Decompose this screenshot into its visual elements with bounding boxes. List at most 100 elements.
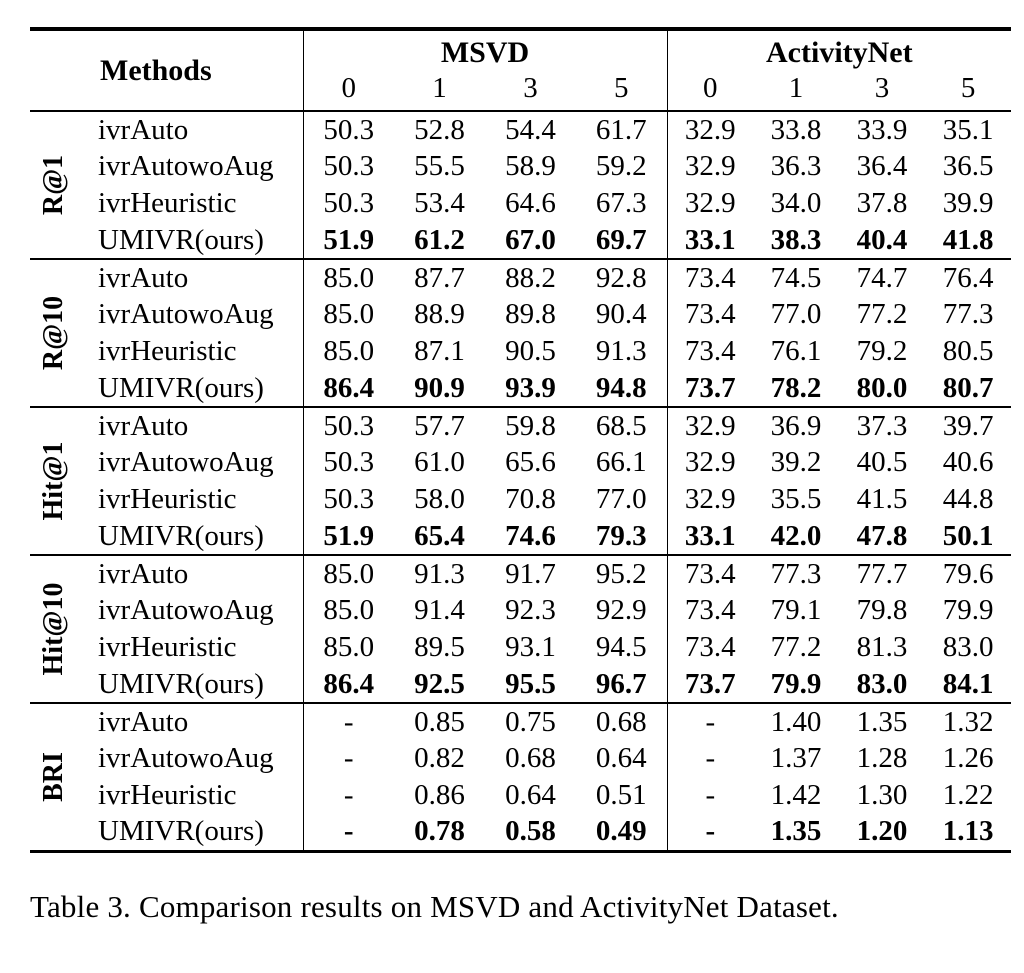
activitynet-subcol-0: 0 (703, 72, 718, 104)
method-cell: ivrAuto (78, 554, 304, 592)
value-cell: 73.7 (684, 667, 736, 700)
value-cell: 91.3 (576, 333, 668, 370)
value-cell: 34.0 (770, 187, 822, 219)
value-cell: 33.8 (753, 110, 840, 148)
section-hit1: Hit@1 ivrAuto 50.3 57.7 59.8 68.5 32.9 3… (30, 406, 1012, 555)
value-cell: 77.7 (839, 554, 926, 592)
value-cell: 73.7 (684, 371, 736, 404)
value-cell: 80.7 (942, 371, 994, 404)
value-cell: 1.22 (942, 779, 994, 811)
value-cell: 59.2 (576, 148, 668, 185)
value-cell: 1.13 (942, 815, 994, 848)
table-row-ours: UMIVR(ours) 51.9 61.2 67.0 69.7 33.1 38.… (30, 222, 1011, 259)
value-cell: 36.9 (753, 406, 840, 444)
value-cell: 59.8 (485, 406, 577, 444)
msvd-subcol-5: 5 (576, 71, 668, 111)
table-row: Hit@10 ivrAuto 85.0 91.3 91.7 95.2 73.4 … (30, 554, 1012, 703)
value-cell: 67.3 (576, 185, 668, 222)
value-cell: 87.7 (394, 258, 486, 296)
method-cell: ivrHeuristic (78, 333, 304, 370)
value-cell: 50.3 (303, 406, 395, 444)
value-cell: 33.1 (684, 519, 736, 552)
activitynet-subcol-3: 3 (874, 72, 890, 104)
value-cell: 85.0 (323, 594, 375, 626)
method-cell: ivrAutowoAug (78, 148, 304, 185)
value-cell: 32.9 (667, 406, 754, 444)
value-cell: 1.26 (942, 742, 994, 774)
value-cell: 73.4 (684, 594, 736, 626)
table-row: ivrHeuristic 85.0 87.1 90.5 91.3 73.4 76… (30, 333, 1011, 370)
value-cell: - (667, 702, 754, 740)
value-cell: 79.9 (770, 667, 822, 700)
value-cell: 77.0 (576, 481, 668, 518)
table-row-ours: UMIVR(ours) 51.9 65.4 74.6 79.3 33.1 42.… (30, 518, 1011, 555)
value-cell: 0.51 (576, 777, 668, 814)
value-cell: 51.9 (323, 223, 375, 256)
value-cell: 80.5 (942, 335, 994, 367)
table-row: ivrHeuristic - 0.86 0.64 0.51 - 1.42 1.3… (30, 777, 1011, 814)
table-row: Hit@1 ivrAuto 50.3 57.7 59.8 68.5 32.9 3… (30, 406, 1012, 555)
value-cell: 40.4 (856, 223, 908, 256)
value-cell: 0.68 (576, 702, 668, 740)
value-cell: 92.5 (414, 667, 465, 700)
value-cell: 40.5 (856, 446, 908, 478)
method-cell: ivrHeuristic (78, 629, 304, 666)
value-cell: 50.3 (323, 187, 375, 219)
value-cell: 41.8 (942, 223, 994, 256)
value-cell: 55.5 (414, 150, 465, 182)
value-cell: 51.9 (323, 519, 375, 552)
value-cell: 61.2 (414, 223, 465, 256)
value-cell: 1.37 (770, 742, 822, 774)
value-cell: 36.3 (770, 150, 822, 182)
value-cell: 79.6 (925, 554, 1012, 592)
value-cell: 88.9 (414, 298, 465, 330)
method-cell: ivrAuto (78, 702, 304, 740)
table-row: ivrHeuristic 50.3 58.0 70.8 77.0 32.9 35… (30, 481, 1011, 518)
value-cell: 1.30 (856, 779, 908, 811)
methods-column-header: Methods (30, 29, 304, 111)
value-cell: 85.0 (323, 335, 375, 367)
value-cell: 73.4 (684, 631, 736, 663)
value-cell: 33.1 (684, 223, 736, 256)
value-cell: 37.3 (839, 406, 926, 444)
value-cell: 85.0 (303, 554, 395, 592)
value-cell: 53.4 (414, 187, 465, 219)
value-cell: 92.3 (505, 594, 556, 626)
table-row: ivrAutowoAug - 0.82 0.68 0.64 - 1.37 1.2… (30, 740, 1011, 777)
value-cell: 91.4 (414, 594, 465, 626)
value-cell: 90.4 (576, 296, 668, 333)
value-cell: 0.78 (414, 815, 465, 848)
table-row: R@10 ivrAuto 85.0 87.7 88.2 92.8 73.4 74… (30, 258, 1012, 407)
method-cell: ivrHeuristic (78, 777, 304, 814)
value-cell: 93.1 (505, 631, 556, 663)
value-cell: 35.5 (770, 483, 822, 515)
value-cell: 41.5 (856, 483, 908, 515)
msvd-subcol-1: 1 (432, 72, 447, 104)
value-cell: 84.1 (942, 667, 994, 700)
value-cell: 90.5 (505, 335, 556, 367)
method-cell: ivrAutowoAug (78, 740, 304, 777)
value-cell: 0.64 (576, 740, 668, 777)
section-label-text: R@10 (38, 295, 69, 371)
method-cell: ivrAuto (78, 258, 304, 296)
value-cell: 70.8 (505, 483, 556, 515)
value-cell: 1.40 (753, 702, 840, 740)
value-cell: 35.1 (925, 110, 1012, 148)
activitynet-subcol-1: 1 (788, 72, 804, 104)
method-cell: ivrAutowoAug (78, 592, 304, 629)
table-row: ivrHeuristic 85.0 89.5 93.1 94.5 73.4 77… (30, 629, 1011, 666)
value-cell: 88.2 (485, 258, 577, 296)
value-cell: 80.0 (856, 371, 908, 404)
value-cell: 94.8 (576, 370, 668, 407)
value-cell: 74.6 (505, 519, 556, 552)
method-cell: ivrAutowoAug (78, 444, 304, 481)
method-cell: UMIVR(ours) (78, 666, 304, 703)
value-cell: 86.4 (323, 667, 375, 700)
value-cell: 81.3 (856, 631, 908, 663)
paper-table-page: Methods MSVD ActivityNet 0 1 3 5 0 1 3 5… (30, 27, 1012, 924)
value-cell: 1.28 (856, 742, 908, 774)
value-cell: 73.4 (667, 258, 754, 296)
section-label-r10: R@10 (30, 258, 78, 407)
method-cell: ivrAuto (78, 406, 304, 444)
value-cell: 86.4 (323, 371, 375, 404)
